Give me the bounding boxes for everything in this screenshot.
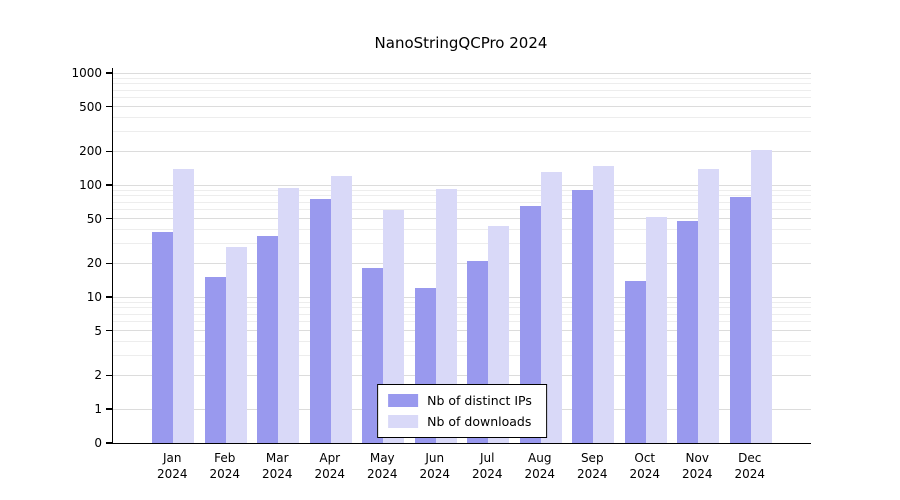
minor-gridline bbox=[113, 243, 811, 245]
bar-distinct-ips-sep bbox=[572, 190, 594, 443]
y-tick-label: 500 bbox=[79, 99, 102, 114]
legend: Nb of distinct IPs Nb of downloads bbox=[377, 384, 547, 438]
minor-gridline bbox=[113, 313, 811, 315]
legend-swatch-downloads bbox=[388, 415, 419, 428]
minor-gridline bbox=[113, 229, 811, 231]
y-tick-mark bbox=[106, 184, 112, 186]
bar-distinct-ips-oct bbox=[624, 280, 646, 443]
bar-downloads-dec bbox=[750, 150, 772, 443]
bar-distinct-ips-mar bbox=[257, 236, 279, 443]
x-tick-label: Dec 2024 bbox=[734, 451, 766, 481]
bar-distinct-ips-apr bbox=[309, 199, 331, 443]
minor-gridline bbox=[113, 189, 811, 191]
minor-gridline bbox=[113, 321, 811, 323]
y-tick-label: 50 bbox=[86, 211, 102, 226]
bar-downloads-jun bbox=[435, 189, 457, 443]
y-tick-label: 200 bbox=[79, 144, 102, 159]
y-tick-mark bbox=[106, 408, 112, 410]
bar-downloads-apr bbox=[330, 176, 352, 443]
y-tick-mark bbox=[106, 330, 112, 332]
minor-gridline bbox=[113, 341, 811, 343]
x-tick-label: Nov 2024 bbox=[681, 451, 713, 481]
bar-distinct-ips-dec bbox=[729, 197, 751, 443]
minor-gridline bbox=[113, 301, 811, 303]
y-tick-mark bbox=[106, 106, 112, 108]
plot-area: Nb of distinct IPs Nb of downloads bbox=[112, 68, 811, 444]
major-gridline bbox=[113, 150, 811, 152]
bar-distinct-ips-aug bbox=[519, 205, 541, 443]
minor-gridline bbox=[113, 355, 811, 357]
minor-gridline bbox=[113, 97, 811, 99]
chart-title: NanoStringQCPro 2024 bbox=[374, 34, 548, 52]
y-tick-label: 100 bbox=[79, 178, 102, 192]
bar-downloads-jan bbox=[173, 168, 195, 443]
minor-gridline bbox=[113, 83, 811, 85]
y-tick-label: 20 bbox=[86, 256, 102, 271]
y-tick-mark bbox=[106, 72, 112, 74]
y-tick-label: 2 bbox=[94, 368, 102, 383]
major-gridline bbox=[113, 262, 811, 264]
minor-gridline bbox=[113, 117, 811, 119]
legend-item-distinct-ips: Nb of distinct IPs bbox=[388, 393, 532, 408]
major-gridline bbox=[113, 106, 811, 108]
bar-downloads-aug bbox=[540, 172, 562, 443]
major-gridline bbox=[113, 184, 811, 186]
x-tick-label: Jun 2024 bbox=[419, 451, 451, 481]
minor-gridline bbox=[113, 209, 811, 211]
x-tick-label: Jul 2024 bbox=[471, 451, 503, 481]
legend-label-distinct-ips: Nb of distinct IPs bbox=[427, 393, 532, 408]
y-tick-mark bbox=[106, 374, 112, 376]
major-gridline bbox=[113, 296, 811, 298]
legend-item-downloads: Nb of downloads bbox=[388, 414, 532, 429]
x-tick-label: Apr 2024 bbox=[314, 451, 346, 481]
y-tick-label: 10 bbox=[86, 290, 102, 304]
y-tick-mark bbox=[106, 296, 112, 298]
y-tick-mark bbox=[106, 262, 112, 264]
x-tick-label: Aug 2024 bbox=[524, 451, 556, 481]
minor-gridline bbox=[113, 89, 811, 91]
minor-gridline bbox=[113, 307, 811, 309]
x-tick-label: Oct 2024 bbox=[629, 451, 661, 481]
minor-gridline bbox=[113, 77, 811, 79]
major-gridline bbox=[113, 72, 811, 74]
major-gridline bbox=[113, 330, 811, 332]
y-tick-label: 1 bbox=[94, 402, 102, 416]
y-tick-label: 0 bbox=[94, 436, 102, 450]
bar-distinct-ips-jan bbox=[152, 232, 174, 443]
bar-downloads-oct bbox=[645, 216, 667, 443]
x-tick-label: Mar 2024 bbox=[261, 451, 293, 481]
bar-distinct-ips-feb bbox=[204, 277, 226, 443]
y-tick-mark bbox=[106, 150, 112, 152]
bar-downloads-mar bbox=[278, 187, 300, 443]
x-tick-label: Jan 2024 bbox=[156, 451, 188, 481]
y-tick-mark bbox=[106, 218, 112, 220]
y-tick-label: 1000 bbox=[71, 66, 102, 80]
bar-downloads-nov bbox=[698, 169, 720, 443]
x-tick-label: Feb 2024 bbox=[209, 451, 241, 481]
legend-label-downloads: Nb of downloads bbox=[427, 414, 532, 429]
bar-downloads-sep bbox=[593, 165, 615, 443]
y-tick-label: 5 bbox=[94, 323, 102, 338]
minor-gridline bbox=[113, 201, 811, 203]
major-gridline bbox=[113, 218, 811, 220]
bar-distinct-ips-nov bbox=[677, 220, 699, 443]
major-gridline bbox=[113, 374, 811, 376]
legend-swatch-distinct-ips bbox=[388, 394, 419, 407]
x-tick-label: May 2024 bbox=[366, 451, 398, 481]
x-tick-label: Sep 2024 bbox=[576, 451, 608, 481]
bar-downloads-feb bbox=[225, 246, 247, 443]
y-tick-mark bbox=[106, 442, 112, 444]
minor-gridline bbox=[113, 195, 811, 197]
minor-gridline bbox=[113, 131, 811, 133]
